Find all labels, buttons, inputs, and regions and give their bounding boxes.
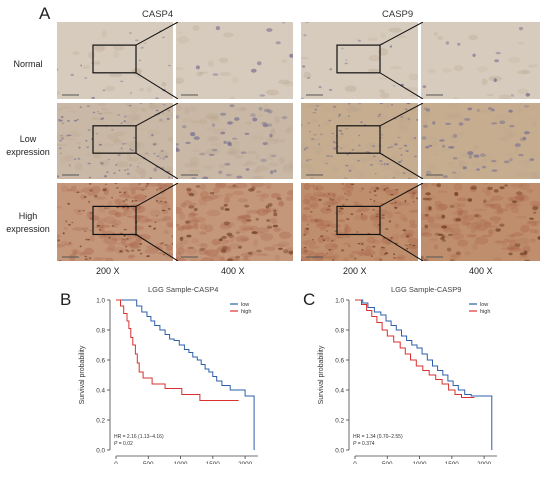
magnification-label-casp4-400x: 400 X bbox=[221, 266, 245, 276]
zoom-connector-casp9-normal bbox=[380, 22, 423, 99]
row-label-normal: Normal bbox=[2, 58, 54, 71]
km-chart-casp4: 0.00.20.40.60.81.00500100015002000TimeSu… bbox=[79, 297, 258, 464]
y-tick-label: 1.0 bbox=[335, 297, 344, 304]
y-tick-label: 0.2 bbox=[96, 417, 105, 424]
legend-label-low: low bbox=[480, 302, 488, 308]
ihc-image-casp4-normal-400x bbox=[176, 22, 293, 99]
ihc-image-casp9-low-200x bbox=[301, 103, 418, 179]
hazard-ratio-text: HR = 1.34 (0.70–2.55) bbox=[353, 434, 403, 440]
km-curve-high bbox=[116, 299, 239, 401]
p-value-text: P = 0.02 bbox=[114, 441, 133, 447]
ihc-image-casp4-low-400x bbox=[176, 103, 293, 179]
zoom-connector-casp4-low bbox=[136, 103, 178, 179]
y-tick-label: 0.4 bbox=[335, 387, 344, 394]
y-axis-label: Survival probability bbox=[79, 345, 86, 404]
panel-label-a: A bbox=[39, 4, 51, 23]
zoom-connector-casp4-normal bbox=[136, 22, 178, 99]
chart-title-casp4: LGG Sample-CASP4 bbox=[148, 285, 219, 294]
row-label-low-expression: Low expression bbox=[2, 133, 54, 159]
km-curve-high bbox=[355, 299, 475, 398]
zoom-connector-casp4-high bbox=[136, 183, 178, 261]
ihc-image-casp9-normal-200x bbox=[301, 22, 418, 99]
x-tick-label: 1000 bbox=[174, 461, 189, 464]
row-label-low-line1: Low bbox=[19, 134, 37, 144]
p-label: P bbox=[353, 441, 357, 447]
y-tick-label: 1.0 bbox=[96, 297, 105, 304]
row-label-high-line2: expression bbox=[6, 224, 50, 234]
legend-label-high: high bbox=[241, 309, 251, 315]
x-tick-label: 2000 bbox=[477, 461, 492, 464]
zoom-connector-casp9-high bbox=[380, 183, 423, 261]
y-tick-label: 0.8 bbox=[96, 327, 105, 334]
y-tick-label: 0.6 bbox=[96, 357, 105, 364]
ihc-image-casp4-high-400x bbox=[176, 183, 293, 261]
x-tick-label: 2000 bbox=[238, 461, 253, 464]
ihc-image-casp9-high-400x bbox=[421, 183, 540, 261]
x-tick-label: 1500 bbox=[445, 461, 460, 464]
y-tick-label: 0.6 bbox=[335, 357, 344, 364]
zoom-connector-casp9-low bbox=[380, 103, 423, 179]
row-label-low-line2: expression bbox=[6, 147, 50, 157]
column-title-casp9: CASP9 bbox=[382, 9, 414, 20]
p-label: P bbox=[114, 441, 118, 447]
p-value-text: P = 0.374 bbox=[353, 441, 375, 447]
km-chart-casp9: 0.00.20.40.60.81.00500100015002000TimeSu… bbox=[318, 297, 497, 464]
panel-label-c: C bbox=[303, 290, 316, 309]
hazard-ratio-text: HR = 2.16 (1.13–4.16) bbox=[114, 434, 164, 440]
magnification-label-casp9-200x: 200 X bbox=[343, 266, 367, 276]
x-tick-label: 0 bbox=[353, 461, 357, 464]
magnification-label-casp4-200x: 200 X bbox=[96, 266, 120, 276]
ihc-image-casp9-low-400x bbox=[421, 103, 540, 179]
ihc-image-casp9-normal-400x bbox=[421, 22, 540, 99]
x-tick-label: 1500 bbox=[206, 461, 221, 464]
y-axis-label: Survival probability bbox=[318, 345, 325, 404]
p-value: = 0.374 bbox=[356, 441, 374, 447]
y-tick-label: 0.4 bbox=[96, 387, 105, 394]
row-label-normal-line1: Normal bbox=[13, 59, 43, 69]
y-tick-label: 0.2 bbox=[335, 417, 344, 424]
x-tick-label: 500 bbox=[143, 461, 154, 464]
row-label-high-line1: High bbox=[18, 211, 38, 221]
km-curve-low bbox=[116, 299, 255, 450]
km-curve-low bbox=[355, 299, 493, 450]
chart-title-casp9: LGG Sample-CASP9 bbox=[391, 285, 462, 294]
magnification-label-casp9-400x: 400 X bbox=[469, 266, 493, 276]
x-tick-label: 1000 bbox=[413, 461, 428, 464]
legend-label-high: high bbox=[480, 309, 490, 315]
y-tick-label: 0.0 bbox=[335, 447, 344, 454]
x-tick-label: 0 bbox=[114, 461, 118, 464]
p-value: = 0.02 bbox=[117, 441, 133, 447]
panel-label-b: B bbox=[60, 290, 72, 309]
y-tick-label: 0.0 bbox=[96, 447, 105, 454]
legend-label-low: low bbox=[241, 302, 249, 308]
column-title-casp4: CASP4 bbox=[142, 9, 174, 20]
y-tick-label: 0.8 bbox=[335, 327, 344, 334]
x-tick-label: 500 bbox=[382, 461, 393, 464]
row-label-high-expression: High expression bbox=[2, 210, 54, 236]
